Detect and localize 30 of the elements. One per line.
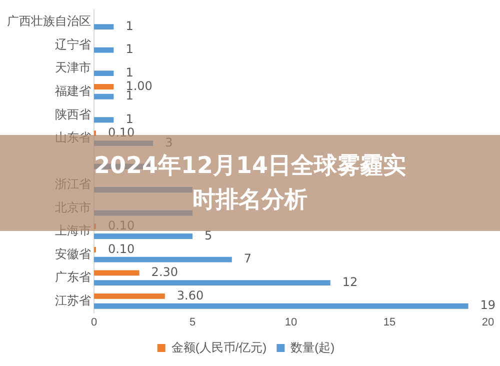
- y-tick-label: 广东省: [55, 270, 91, 284]
- y-tick-label: 山东省: [55, 130, 91, 145]
- data-label: 1: [126, 88, 134, 103]
- legend-label: 数量(起): [290, 340, 335, 354]
- data-label: 19: [480, 298, 496, 312]
- data-label: 3.60: [176, 288, 204, 302]
- data-label: 1: [126, 18, 134, 33]
- text: 2024年12月14日全球雾霾实时排名分析: [94, 153, 406, 213]
- y-tick-label: 辽宁省: [55, 37, 91, 52]
- y-tick-label: 上海市: [55, 224, 91, 238]
- y-tick-label: 安徽省: [55, 246, 91, 261]
- x-tick-label: 20: [482, 316, 494, 328]
- y-tick-label: 江苏省: [55, 293, 91, 308]
- data-label: 1: [126, 42, 134, 56]
- x-tick-label: 0: [90, 316, 98, 328]
- x-tick-label: 5: [189, 316, 196, 328]
- data-label: 12: [342, 274, 358, 289]
- data-label: 7: [244, 252, 252, 266]
- data-label: 5: [204, 228, 212, 242]
- data-label: 1: [126, 65, 134, 80]
- y-tick-label: 福建省: [55, 84, 91, 98]
- y-tick-label: 陕西省: [55, 107, 91, 122]
- x-tick-label: 10: [284, 316, 298, 328]
- data-label: 1: [126, 112, 134, 126]
- y-tick-label: 天津市: [55, 60, 91, 75]
- data-label: 0.10: [108, 242, 135, 256]
- x-tick-label: 15: [383, 316, 396, 328]
- legend-label: 金额(人民币/亿元): [171, 340, 267, 354]
- y-tick-label: 广西壮族自治区: [7, 14, 91, 28]
- data-label: 2.30: [151, 265, 178, 280]
